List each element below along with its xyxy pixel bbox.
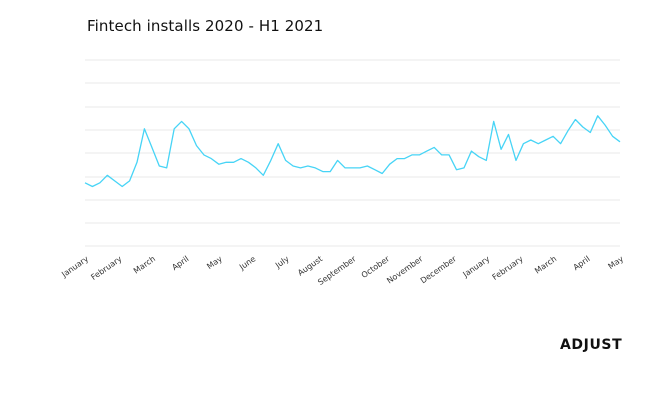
x-tick-label-15: April xyxy=(572,254,592,272)
series-line-0 xyxy=(84,115,621,188)
x-tick-label-14: March xyxy=(533,254,558,275)
x-tick-label-5: June xyxy=(237,254,257,272)
chart-title: Fintech installs 2020 - H1 2021 xyxy=(87,17,324,35)
x-tick-label-4: May xyxy=(205,254,224,271)
series-layer xyxy=(84,115,621,188)
x-tick-label-16: May xyxy=(606,254,625,271)
x-tick-label-12: January xyxy=(461,254,492,279)
gridlines xyxy=(85,59,620,247)
x-tick-label-11: December xyxy=(419,254,459,286)
x-tick-label-8: September xyxy=(316,254,358,287)
x-tick-label-6: July xyxy=(273,254,291,270)
x-tick-label-3: April xyxy=(170,254,190,272)
x-tick-label-7: August xyxy=(296,254,324,277)
x-axis-ticks: January February March April May June July Augu… xyxy=(59,254,625,287)
x-tick-label-1: February xyxy=(89,254,123,282)
x-tick-label-10: November xyxy=(385,254,425,286)
x-tick-label-0: January xyxy=(59,254,90,279)
x-tick-label-2: March xyxy=(132,254,157,275)
adjust-logo: ADJUST xyxy=(560,337,623,353)
x-tick-label-13: February xyxy=(491,254,525,282)
